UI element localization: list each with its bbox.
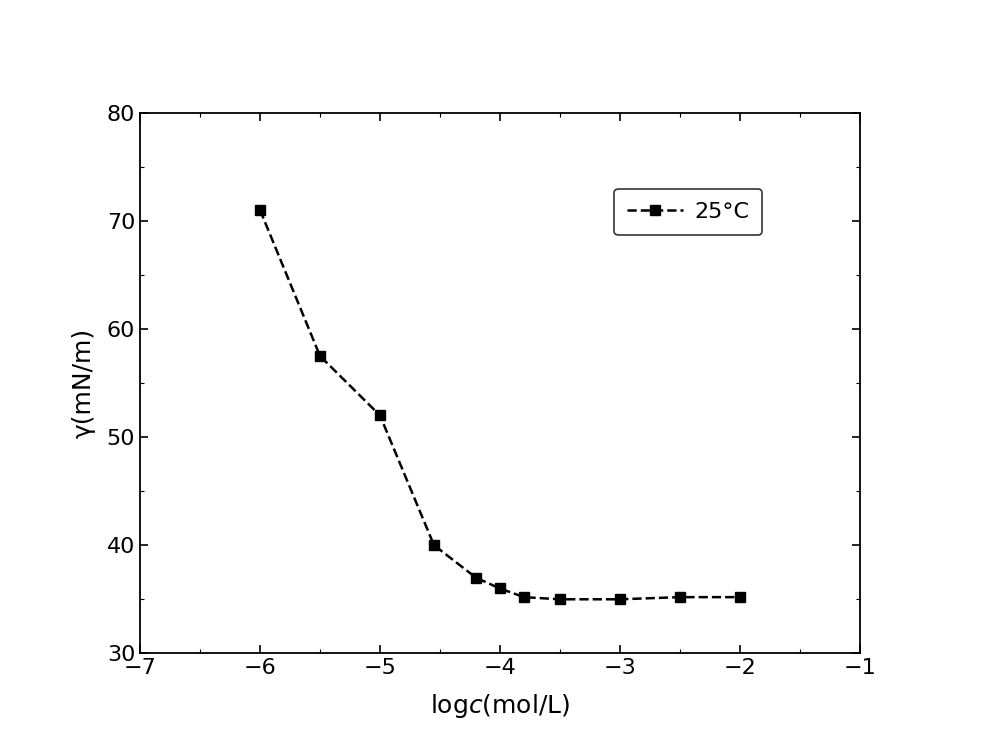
25°C [470, 573, 482, 582]
25°C [254, 206, 266, 215]
25°C [314, 351, 326, 360]
25°C [518, 593, 530, 602]
25°C [494, 584, 506, 593]
Line: 25°C: 25°C [255, 205, 745, 604]
25°C [554, 595, 566, 604]
25°C [734, 593, 746, 602]
Legend: 25°C: 25°C [614, 189, 762, 235]
X-axis label: log$\it{c}$(mol/L): log$\it{c}$(mol/L) [430, 692, 570, 720]
25°C [674, 593, 686, 602]
Y-axis label: γ(mN/m): γ(mN/m) [72, 328, 96, 438]
25°C [374, 411, 386, 420]
25°C [614, 595, 626, 604]
25°C [428, 541, 440, 550]
